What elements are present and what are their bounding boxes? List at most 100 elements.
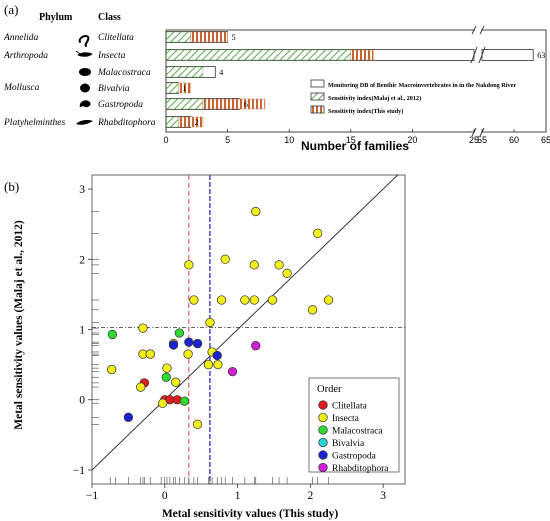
legend-label-this-study: Sensitivity index(This study) <box>328 108 403 115</box>
legend-marker-gastropoda <box>318 450 328 460</box>
bar-malaj-malacostraca <box>166 66 204 78</box>
x-tick-label: 3 <box>380 490 386 502</box>
phylum-arthropoda: Arthropoda <box>3 51 48 61</box>
y-tick-label: 1 <box>79 325 85 337</box>
point-insecta <box>205 317 215 328</box>
point-insecta <box>240 295 250 305</box>
y-tick-label: 0 <box>79 395 85 407</box>
point-gastropoda <box>212 350 222 361</box>
phylum-platyhelminthes: Platyhelminthes <box>3 118 66 128</box>
scatter-plot: −1 0 1 2 3 −1 0 1 2 3 <box>73 174 406 502</box>
point-gastropoda <box>184 337 194 347</box>
panel-a: (a) Phylum Class Annelida Clitellata Arthr… <box>3 2 550 153</box>
phylum-header: Phylum <box>39 12 73 23</box>
legend-label-malaj: Sensitivity index(Malaj et al., 2012) <box>328 95 421 102</box>
legend-marker-bivalvia <box>318 437 328 448</box>
axis-break-gap <box>475 27 481 33</box>
panel-a-label: (a) <box>4 2 18 17</box>
bar-this-study-clitellata <box>190 31 228 43</box>
x-tick-label: 60 <box>509 135 519 145</box>
point-insecta <box>267 295 278 305</box>
x-tick-label: 5 <box>225 135 230 145</box>
point-insecta <box>274 260 284 270</box>
x-tick-label: 0 <box>163 135 168 145</box>
legend-marker-clitellata <box>318 400 328 410</box>
point-insecta <box>282 268 292 278</box>
point-insecta <box>307 305 318 315</box>
legend-marker-malacostraca <box>318 425 328 435</box>
axis-break-mark <box>479 25 485 35</box>
plot-frame <box>165 29 547 133</box>
point-gastropoda <box>192 338 203 349</box>
bar-this-study-bivalvia <box>178 82 191 94</box>
clam-icon <box>80 83 90 93</box>
insect-icon <box>75 50 93 57</box>
bar-value-bivalvia: 1 <box>182 84 186 93</box>
class-bivalvia: Bivalvia <box>98 84 130 94</box>
legend-items: Clitellata Insecta Malacostraca Bivalvia Gas… <box>318 400 389 474</box>
point-insecta <box>162 363 172 373</box>
point-insecta <box>216 295 227 305</box>
class-malacostraca: Malacostraca <box>97 68 151 78</box>
x-tick-label: 15 <box>346 135 356 145</box>
bar-break-mark <box>470 46 478 64</box>
point-insecta <box>213 359 223 370</box>
panel-a-xlabel: Number of families <box>301 139 409 153</box>
axis-break-mark <box>471 25 477 35</box>
point-insecta <box>189 295 199 305</box>
point-insecta <box>251 206 261 217</box>
panel-b-label: (b) <box>4 179 19 194</box>
class-clitellata: Clitellata <box>98 33 134 43</box>
legend-label-gastropoda: Gastropoda <box>332 452 377 462</box>
x-tick-label: 0 <box>162 490 168 502</box>
point-insecta <box>171 377 181 387</box>
bar-value-rhabditophora: 2 <box>195 118 199 127</box>
point-insecta <box>157 398 168 408</box>
bar-this-study-rhabditophora <box>178 116 204 128</box>
point-insecta <box>107 364 117 375</box>
point-insecta <box>249 260 259 270</box>
x-tick-label: 25 <box>469 135 479 145</box>
x-tick-label: 65 <box>541 135 550 145</box>
panel-b-xlabel: Metal sensitivity values (This study) <box>162 508 339 520</box>
point-malacostraca <box>161 372 171 382</box>
legend-marker-insecta <box>318 412 328 423</box>
point-insecta <box>203 359 214 370</box>
panel-a-legend: Monitoring DB of Benthic Macroinvertebra… <box>310 79 516 115</box>
legend-label-rhabditophora: Rhabditophora <box>332 464 389 474</box>
point-malacostraca <box>179 396 190 406</box>
y-tick-label: 2 <box>79 254 85 266</box>
bar-total-insecta-upper <box>481 49 534 61</box>
legend-swatch-malaj <box>310 92 325 101</box>
panel-b: (b) −1 0 1 2 3 −1 0 1 2 3 Metal sensitivity value… <box>4 174 406 520</box>
class-insecta: Insecta <box>97 51 126 61</box>
point-insecta <box>136 382 146 392</box>
row-labels: Annelida Clitellata Arthropoda Insecta Malac… <box>3 33 156 128</box>
bar-value-insecta: 63 <box>537 51 545 60</box>
point-insecta <box>138 323 148 333</box>
bar-malaj-gastropoda <box>166 98 204 110</box>
bar-malaj-clitellata <box>166 31 191 43</box>
legend-swatch-this-study <box>310 105 325 114</box>
bar-this-study-insecta <box>350 49 374 61</box>
legend-label-bivalvia: Bivalvia <box>332 439 365 449</box>
point-gastropoda <box>123 412 134 422</box>
panel-b-legend: Order Clitellata Insecta Malacostraca Bival… <box>308 377 400 474</box>
x-tick-label: 55 <box>477 135 487 145</box>
x-tick-label: 1 <box>235 490 241 502</box>
bar-value-gastropoda: 6 <box>244 100 248 109</box>
class-rhabditophora: Rhabditophora <box>97 118 156 128</box>
class-header: Class <box>98 12 121 23</box>
x-tick-label: −1 <box>86 490 98 502</box>
bar-this-study-gastropoda <box>202 98 265 110</box>
snail-icon <box>79 100 91 108</box>
legend-swatch-monitoring <box>310 79 325 88</box>
point-insecta <box>192 419 203 429</box>
phylum-mollusca: Mollusca <box>3 83 40 93</box>
bar-break-mark <box>478 46 486 64</box>
bar-break-gap <box>475 48 481 62</box>
point-insecta <box>249 295 259 305</box>
legend-title: Order <box>317 384 342 395</box>
point-rhabditophora <box>251 341 261 351</box>
